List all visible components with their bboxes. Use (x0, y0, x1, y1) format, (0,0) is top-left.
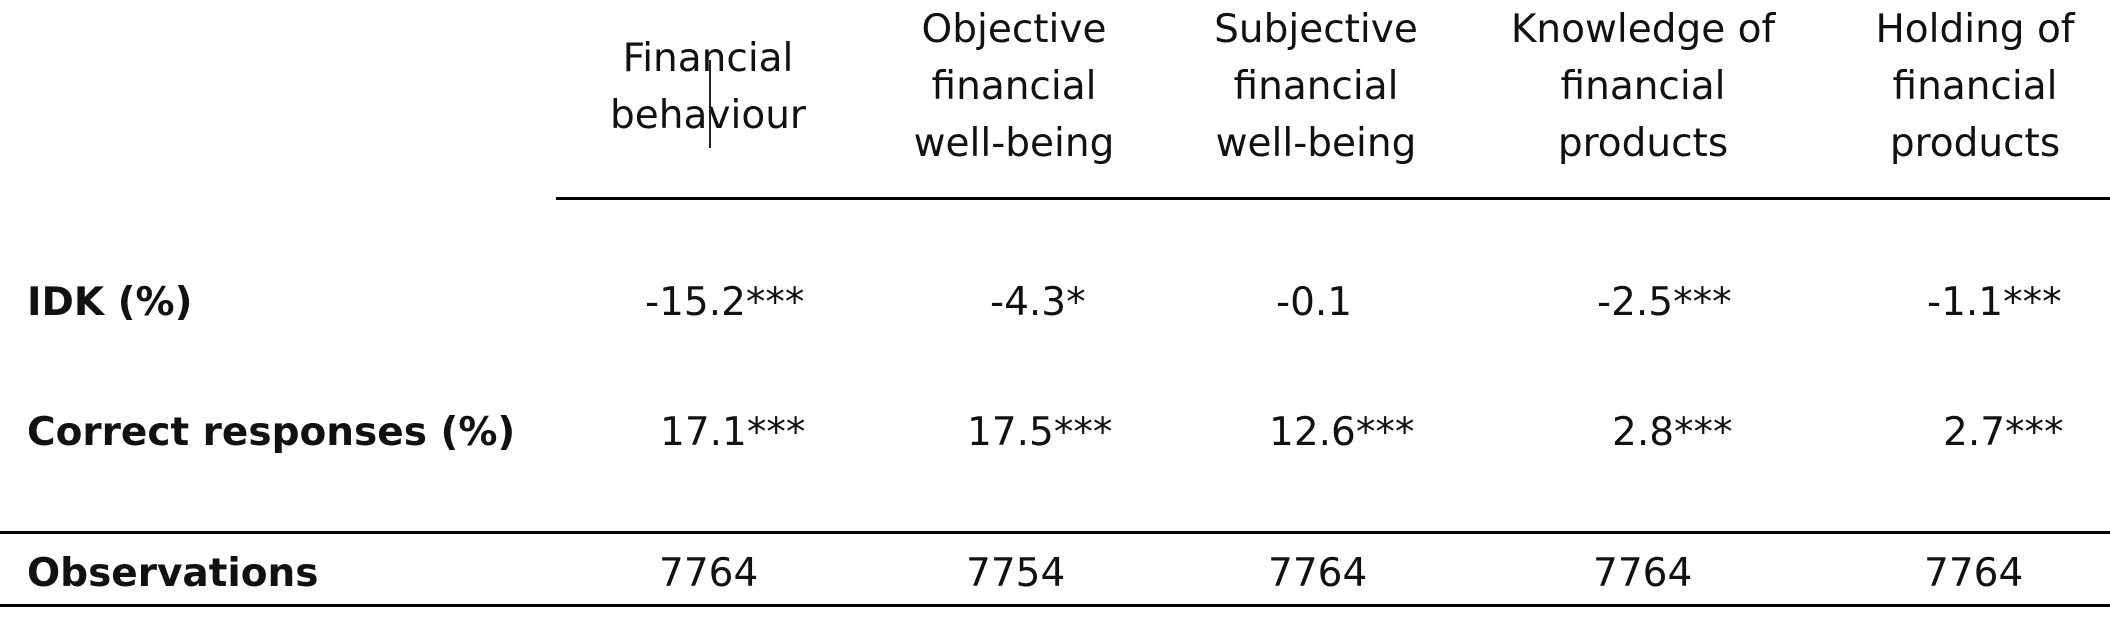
text-cursor-caret (709, 60, 711, 148)
cell-idk-subjective-well-being: -0.1 (1276, 280, 1353, 325)
header-line: Objective (921, 7, 1107, 52)
cell-correct-holding-products: 2.7*** (1943, 410, 2064, 455)
cell-correct-financial-behaviour: 17.1*** (660, 410, 806, 455)
cell-idk-objective-well-being: -4.3* (990, 280, 1086, 325)
header-line: Subjective (1214, 7, 1418, 52)
table-bottom-rule (0, 604, 2110, 607)
column-header-knowledge-of-financial-products: Knowledge of financial products (1493, 1, 1793, 172)
cell-idk-knowledge-products: -2.5*** (1597, 280, 1732, 325)
header-line: Knowledge of (1510, 7, 1776, 52)
cell-observations-knowledge-products: 7764 (1593, 551, 1693, 596)
cell-observations-subjective-well-being: 7764 (1268, 551, 1368, 596)
cell-correct-subjective-well-being: 12.6*** (1269, 410, 1415, 455)
column-header-financial-behaviour: Financial behaviour (558, 30, 858, 144)
header-line: financial (1233, 64, 1399, 109)
row-label-observations: Observations (27, 551, 319, 596)
header-line: financial (1560, 64, 1726, 109)
cell-correct-objective-well-being: 17.5*** (967, 410, 1113, 455)
cell-idk-holding-products: -1.1*** (1927, 280, 2062, 325)
header-line: financial (1892, 64, 2058, 109)
header-line: products (1557, 121, 1729, 166)
row-label-idk: IDK (%) (27, 280, 193, 325)
cell-idk-financial-behaviour: -15.2*** (645, 280, 805, 325)
column-header-subjective-financial-well-being: Subjective financial well-being (1166, 1, 1466, 172)
header-line: well-being (913, 121, 1115, 166)
column-header-objective-financial-well-being: Objective financial well-being (864, 1, 1164, 172)
cell-observations-objective-well-being: 7754 (966, 551, 1066, 596)
cell-observations-financial-behaviour: 7764 (659, 551, 759, 596)
row-label-correct-responses: Correct responses (%) (27, 410, 516, 455)
header-line: Financial (622, 36, 794, 81)
observations-top-rule (0, 531, 2110, 534)
header-line: behaviour (610, 93, 806, 138)
header-line: Holding of (1875, 7, 2075, 52)
cell-correct-knowledge-products: 2.8*** (1612, 410, 1733, 455)
header-rule (556, 197, 2110, 200)
column-header-holding-of-financial-products: Holding of financial products (1825, 1, 2110, 172)
cell-observations-holding-products: 7764 (1924, 551, 2024, 596)
header-line: well-being (1215, 121, 1417, 166)
header-line: financial (931, 64, 1097, 109)
header-line: products (1889, 121, 2061, 166)
